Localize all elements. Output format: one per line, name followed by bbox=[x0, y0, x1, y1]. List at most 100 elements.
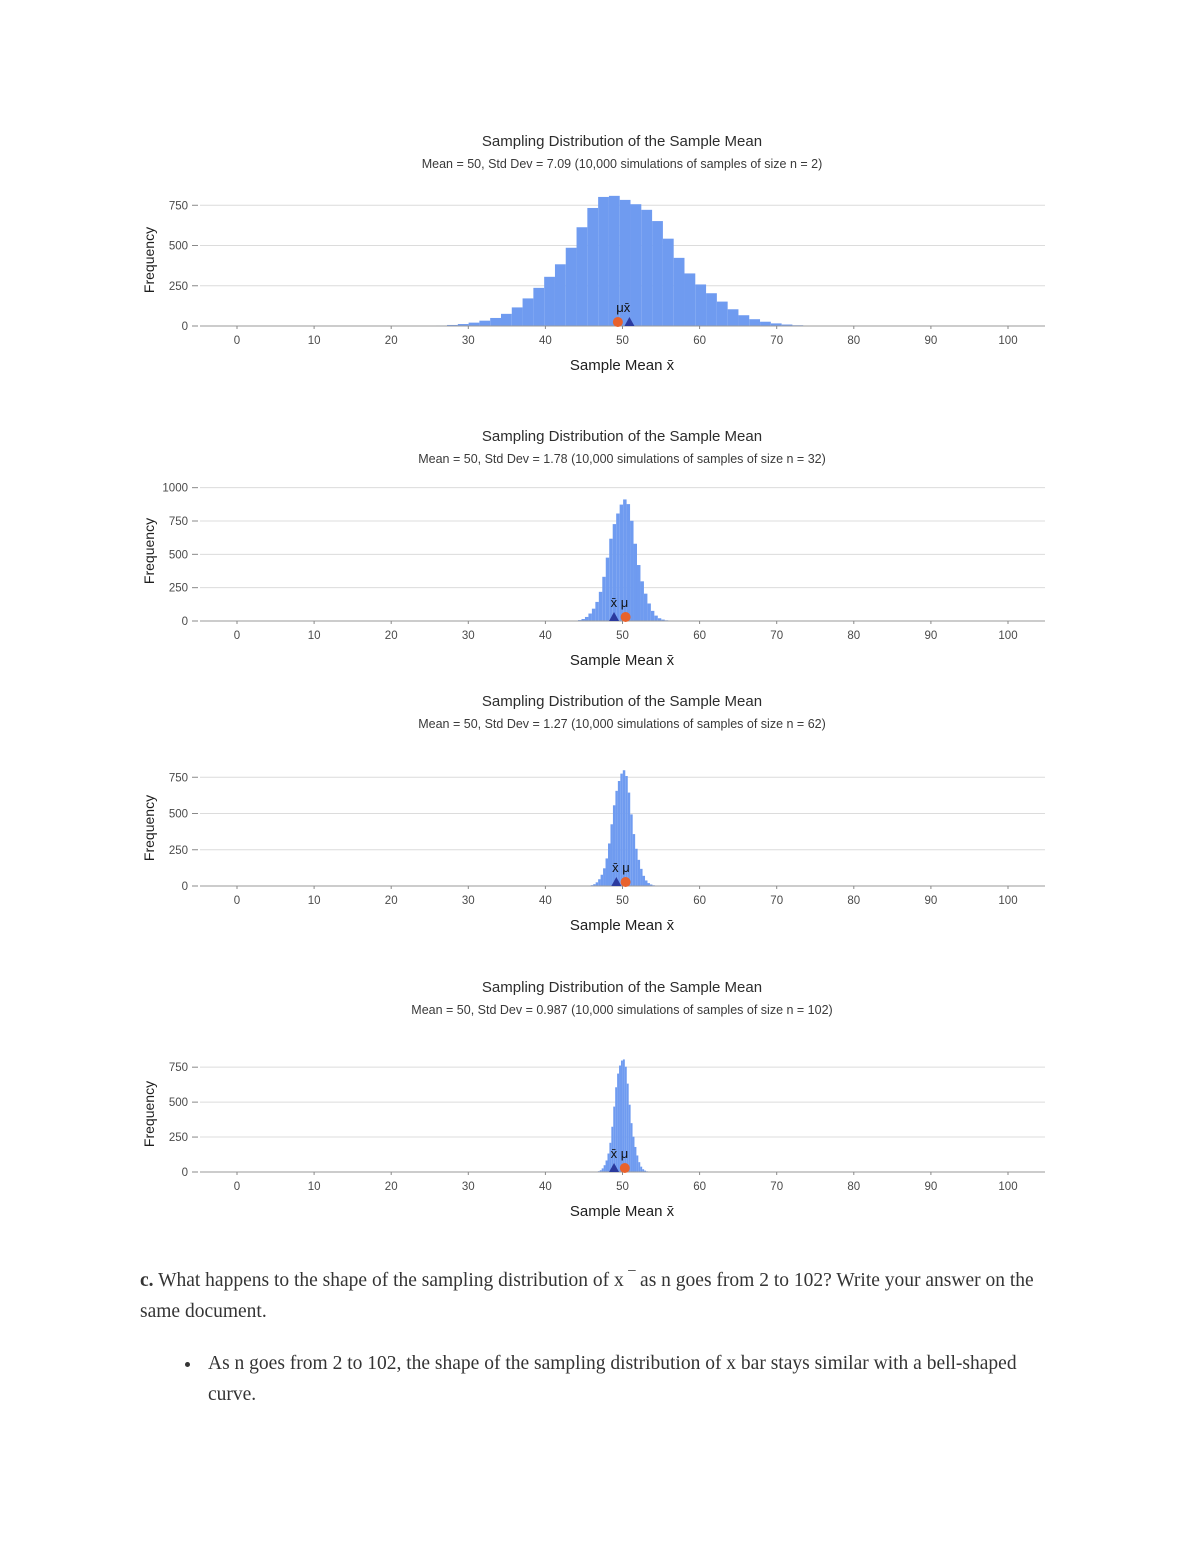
chart-title: Sampling Distribution of the Sample Mean bbox=[482, 428, 762, 445]
chart-figure-n62: Sampling Distribution of the Sample Mean… bbox=[140, 688, 1200, 953]
y-tick-label: 250 bbox=[169, 281, 188, 293]
y-tick-label: 0 bbox=[182, 616, 188, 628]
question-section: c. What happens to the shape of the samp… bbox=[140, 1265, 1050, 1327]
x-tick-label: 100 bbox=[998, 630, 1017, 642]
y-tick-label: 750 bbox=[169, 772, 188, 784]
x-tick-label: 40 bbox=[539, 630, 552, 642]
mu-marker-dot bbox=[620, 877, 631, 887]
x-tick-label: 0 bbox=[234, 1181, 240, 1193]
x-tick-label: 10 bbox=[308, 335, 321, 347]
annotation-label: x̄ μ bbox=[611, 595, 629, 610]
histogram-bars bbox=[436, 195, 815, 326]
x-tick-label: 60 bbox=[693, 630, 706, 642]
y-tick-label: 250 bbox=[169, 845, 188, 857]
x-tick-label: 10 bbox=[308, 1181, 321, 1193]
chart-figure-n102: Sampling Distribution of the Sample Mean… bbox=[140, 974, 1200, 1239]
chart-figure-n32: Sampling Distribution of the Sample Mean… bbox=[140, 423, 1200, 688]
x-tick-label: 100 bbox=[998, 895, 1017, 907]
annotation-label: μx̄ bbox=[616, 300, 630, 315]
y-axis-label: Frequency bbox=[141, 795, 157, 861]
chart-subtitle: Mean = 50, Std Dev = 0.987 (10,000 simul… bbox=[411, 1003, 832, 1017]
chart-subtitle: Mean = 50, Std Dev = 7.09 (10,000 simula… bbox=[422, 157, 823, 171]
chart-subtitle: Mean = 50, Std Dev = 1.27 (10,000 simula… bbox=[418, 717, 826, 731]
x-tick-label: 30 bbox=[462, 895, 475, 907]
xbar-marker-triangle bbox=[609, 612, 620, 621]
charts-section: Sampling Distribution of the Sample Mean… bbox=[140, 128, 1200, 1239]
x-tick-label: 90 bbox=[925, 895, 938, 907]
chart-figure-n2: Sampling Distribution of the Sample Mean… bbox=[140, 128, 1200, 393]
question-paragraph: c. What happens to the shape of the samp… bbox=[140, 1265, 1050, 1327]
y-axis-label: Frequency bbox=[141, 518, 157, 584]
x-axis-label: Sample Mean x̄ bbox=[570, 357, 675, 374]
histogram-bars bbox=[588, 770, 658, 886]
x-tick-label: 20 bbox=[385, 335, 398, 347]
y-tick-label: 0 bbox=[182, 881, 188, 893]
y-tick-label: 0 bbox=[182, 321, 188, 333]
histogram-n32: Sampling Distribution of the Sample Mean… bbox=[141, 428, 1045, 669]
x-tick-label: 60 bbox=[693, 895, 706, 907]
y-tick-label: 500 bbox=[169, 549, 188, 561]
histogram-n2: Sampling Distribution of the Sample Mean… bbox=[141, 133, 1045, 374]
x-tick-label: 80 bbox=[847, 630, 860, 642]
y-tick-label: 1000 bbox=[162, 483, 188, 495]
annotation-label: x̄ μ bbox=[611, 1146, 629, 1161]
chart-title: Sampling Distribution of the Sample Mean bbox=[482, 693, 762, 710]
y-axis-label: Frequency bbox=[141, 227, 157, 293]
xbar-marker-triangle bbox=[624, 317, 635, 326]
x-tick-label: 40 bbox=[539, 1181, 552, 1193]
histogram-bars bbox=[574, 499, 672, 621]
answer-list: As n goes from 2 to 102, the shape of th… bbox=[140, 1349, 1050, 1409]
question-label: c. bbox=[140, 1270, 154, 1291]
xbar-marker-triangle bbox=[611, 877, 622, 886]
x-tick-label: 10 bbox=[308, 630, 321, 642]
annotation-label: x̄ μ bbox=[612, 860, 630, 875]
x-tick-label: 100 bbox=[998, 1181, 1017, 1193]
x-tick-label: 20 bbox=[385, 630, 398, 642]
x-tick-label: 30 bbox=[462, 1181, 475, 1193]
xbar-marker-triangle bbox=[609, 1163, 620, 1172]
y-tick-label: 0 bbox=[182, 1167, 188, 1179]
x-tick-label: 0 bbox=[234, 895, 240, 907]
x-tick-label: 0 bbox=[234, 630, 240, 642]
x-tick-label: 70 bbox=[770, 630, 783, 642]
x-tick-label: 40 bbox=[539, 895, 552, 907]
x-tick-label: 50 bbox=[616, 895, 629, 907]
x-tick-label: 20 bbox=[385, 895, 398, 907]
y-tick-label: 750 bbox=[169, 200, 188, 212]
x-tick-label: 50 bbox=[616, 1181, 629, 1193]
x-tick-label: 20 bbox=[385, 1181, 398, 1193]
mu-marker-dot bbox=[620, 612, 631, 622]
histogram-bars bbox=[595, 1059, 650, 1172]
x-axis-label: Sample Mean x̄ bbox=[570, 652, 675, 669]
y-tick-label: 500 bbox=[169, 241, 188, 253]
x-tick-label: 90 bbox=[925, 630, 938, 642]
y-tick-label: 250 bbox=[169, 583, 188, 595]
y-tick-label: 750 bbox=[169, 1062, 188, 1074]
y-tick-label: 500 bbox=[169, 1097, 188, 1109]
x-tick-label: 50 bbox=[616, 335, 629, 347]
x-tick-label: 80 bbox=[847, 335, 860, 347]
y-tick-label: 750 bbox=[169, 516, 188, 528]
y-tick-label: 250 bbox=[169, 1132, 188, 1144]
answer-bullet: As n goes from 2 to 102, the shape of th… bbox=[202, 1349, 1050, 1409]
question-text: What happens to the shape of the samplin… bbox=[140, 1270, 1034, 1323]
histogram-n102: Sampling Distribution of the Sample Mean… bbox=[141, 979, 1045, 1220]
x-tick-label: 50 bbox=[616, 630, 629, 642]
x-tick-label: 80 bbox=[847, 1181, 860, 1193]
x-tick-label: 60 bbox=[693, 1181, 706, 1193]
x-tick-label: 80 bbox=[847, 895, 860, 907]
x-tick-label: 30 bbox=[462, 630, 475, 642]
x-tick-label: 90 bbox=[925, 1181, 938, 1193]
x-axis-label: Sample Mean x̄ bbox=[570, 1203, 675, 1220]
mu-marker-dot bbox=[612, 317, 623, 327]
chart-subtitle: Mean = 50, Std Dev = 1.78 (10,000 simula… bbox=[418, 452, 826, 466]
x-tick-label: 90 bbox=[925, 335, 938, 347]
x-tick-label: 40 bbox=[539, 335, 552, 347]
x-tick-label: 60 bbox=[693, 335, 706, 347]
x-tick-label: 100 bbox=[998, 335, 1017, 347]
x-tick-label: 0 bbox=[234, 335, 240, 347]
x-tick-label: 30 bbox=[462, 335, 475, 347]
x-axis-label: Sample Mean x̄ bbox=[570, 917, 675, 934]
histogram-n62: Sampling Distribution of the Sample Mean… bbox=[141, 693, 1045, 934]
